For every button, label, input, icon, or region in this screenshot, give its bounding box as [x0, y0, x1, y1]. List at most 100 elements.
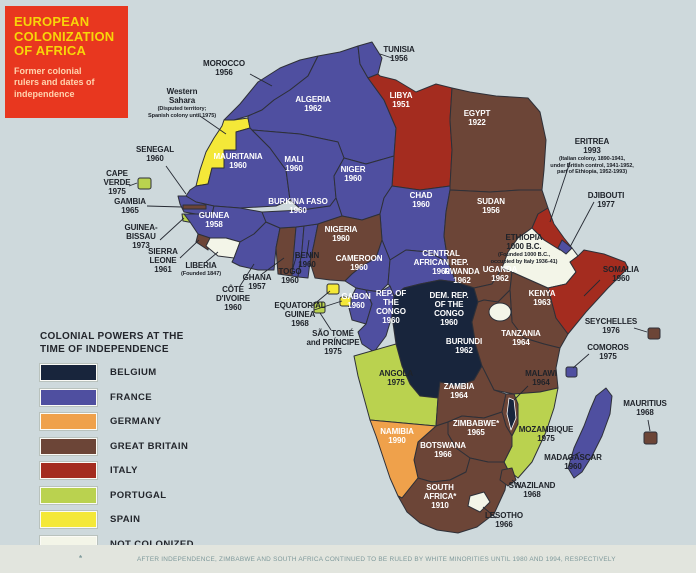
legend-label: GERMANY	[110, 416, 162, 427]
legend-label: SPAIN	[110, 514, 141, 525]
label-tunisia: TUNISIA 1956	[383, 45, 415, 63]
label-dem-rep-congo: DEM. REP. OF THE CONGO 1960	[429, 291, 469, 327]
leader-equatorial-guinea-2	[313, 300, 343, 311]
leader-madagascar	[565, 451, 581, 461]
legend-label: NOT COLONIZED	[110, 538, 194, 550]
legend-swatch-germany	[40, 413, 97, 430]
label-burundi: BURUNDI 1962	[445, 337, 483, 355]
label-mozambique: MOZAMBIQUE 1975	[518, 425, 574, 443]
legend-item-portugal: PORTUGAL	[40, 486, 270, 504]
country-egypt	[449, 87, 547, 193]
leader-western-sahara	[199, 115, 227, 135]
leader-comoros	[572, 353, 590, 369]
page-title: EUROPEAN COLONIZATION OF AFRICA	[14, 14, 115, 59]
label-cape-verde: CAPE VERDE 1975	[103, 169, 131, 196]
footer-band	[0, 545, 696, 573]
legend-swatch-great-britain	[40, 437, 97, 455]
leader-rwanda	[459, 285, 465, 293]
leader-cape-verde	[128, 182, 138, 187]
label-rep-congo: REP. OF THE CONGO 1960	[375, 289, 407, 325]
label-egypt: EGYPT 1922	[463, 109, 491, 127]
country-rep-congo	[357, 285, 395, 353]
label-burkina-faso: BURKINA FASO 1960	[268, 197, 328, 215]
leader-malawi	[513, 385, 529, 401]
label-central-african-rep: CENTRAL AFRICAN REP. 1960	[413, 249, 469, 276]
island-comoros	[565, 366, 578, 378]
label-malawi: MALAWI 1964	[525, 369, 557, 387]
country-djibouti	[557, 239, 573, 255]
label-libya: LIBYA 1951	[389, 91, 413, 109]
label-uganda: UGANDA 1962	[482, 265, 518, 283]
label-madagascar: MADAGASCAR 1960	[544, 453, 602, 471]
legend-item-germany: GERMANY	[40, 413, 270, 430]
leader-somalia	[583, 279, 601, 297]
leader-ghana	[261, 257, 285, 275]
footnote: AFTER INDEPENDENCE, ZIMBABWE AND SOUTH A…	[137, 556, 616, 563]
legend-label: ITALY	[110, 465, 138, 476]
label-eritrea: ERITREA 1993 (Italian colony, 1890-1941, u…	[550, 137, 634, 176]
label-guinea: GUINEA 1958	[198, 211, 230, 229]
leader-liberia	[205, 251, 219, 263]
island-cape-verde	[137, 177, 152, 190]
label-mauritania: MAURITANIA 1960	[213, 152, 263, 170]
label-kenya: KENYA 1963	[528, 289, 556, 307]
label-algeria: ALGERIA 1962	[295, 95, 331, 113]
legend-swatch-france	[40, 388, 97, 406]
label-swaziland: SWAZILAND 1968	[508, 481, 556, 499]
label-cote-divoire: CÔTE D'IVOIRE 1960	[216, 285, 250, 312]
label-nigeria: NIGERIA 1960	[324, 225, 358, 243]
lake-victoria	[488, 302, 512, 322]
label-somalia: SOMALIA 1960	[602, 265, 640, 283]
label-sudan: SUDAN 1956	[477, 197, 505, 215]
label-sierra-leone: SIERRA LEONE 1961	[148, 247, 178, 274]
country-cote-divoire	[231, 221, 281, 271]
label-mauritius: MAURITIUS 1968	[623, 399, 667, 417]
label-cameroon: CAMEROON 1960	[335, 254, 383, 272]
legend: COLONIAL POWERS AT THE TIME OF INDEPENDE…	[40, 331, 270, 560]
label-liberia: LIBERIA (Founded 1847)	[181, 261, 221, 277]
label-angola: ANGOLA 1975	[378, 369, 414, 387]
label-niger: NIGER 1960	[340, 165, 366, 183]
island-sao-tome	[313, 301, 326, 314]
leader-tunisia	[379, 53, 393, 59]
country-gambia	[182, 204, 207, 210]
leader-swaziland	[511, 479, 523, 489]
label-seychelles: SEYCHELLES 1976	[584, 317, 638, 335]
label-comoros: COMOROS 1975	[587, 343, 629, 361]
lake-malawi	[506, 397, 517, 431]
label-ethiopia: ETHIOPIA 1000 B.C. (Founded 1000 B.C., occ…	[490, 233, 558, 265]
label-benin: BENIN 1960	[294, 251, 320, 269]
leader-lines	[128, 53, 651, 519]
leader-gambia	[146, 205, 183, 208]
title-box: EUROPEAN COLONIZATION OF AFRICA Former c…	[5, 6, 128, 118]
leader-morocco	[249, 73, 273, 87]
island-mauritius	[643, 431, 658, 445]
leader-equatorial-guinea-1	[311, 290, 331, 307]
legend-item-spain: SPAIN	[40, 511, 270, 528]
label-mali: MALI 1960	[284, 155, 304, 173]
label-ghana: GHANA 1957	[242, 273, 272, 291]
label-tanzania: TANZANIA 1964	[501, 329, 541, 347]
label-namibia: NAMIBIA 1990	[380, 427, 414, 445]
legend-title: COLONIAL POWERS AT THE TIME OF INDEPENDE…	[40, 331, 184, 355]
label-gabon: GABON 1960	[341, 292, 371, 310]
legend-item-great-britain: GREAT BRITAIN	[40, 437, 270, 455]
legend-item-france: FRANCE	[40, 388, 270, 406]
legend-label: GREAT BRITAIN	[110, 440, 189, 452]
country-lesotho	[467, 491, 491, 513]
legend-label: BELGIUM	[110, 367, 157, 378]
legend-label: PORTUGAL	[110, 489, 167, 501]
country-swaziland	[499, 467, 517, 487]
label-south-africa: SOUTH AFRICA* 1910	[423, 483, 457, 510]
label-morocco: MOROCCO 1956	[203, 59, 245, 77]
legend-item-italy: ITALY	[40, 462, 270, 479]
legend-swatch-belgium	[40, 364, 97, 381]
leader-eritrea	[549, 161, 571, 223]
legend-item-belgium: BELGIUM	[40, 364, 270, 381]
label-chad: CHAD 1960	[409, 191, 433, 209]
label-equatorial-guinea: EQUATORIAL GUINEA 1968	[274, 301, 326, 328]
label-botswana: BOTSWANA 1966	[420, 441, 466, 459]
country-madagascar	[567, 387, 613, 479]
leader-togo	[292, 253, 298, 269]
